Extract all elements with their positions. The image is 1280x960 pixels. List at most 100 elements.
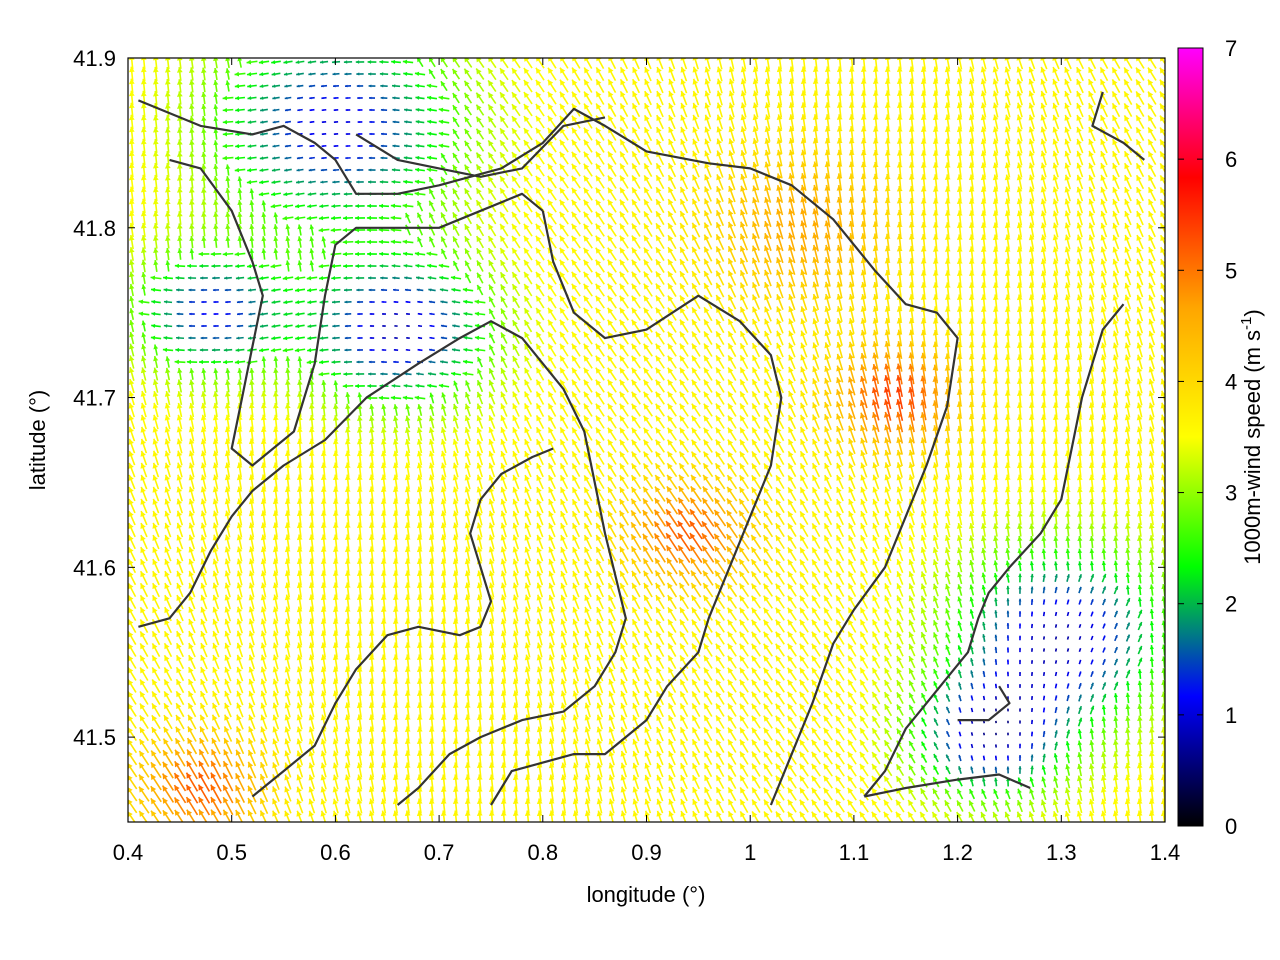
wind-arrow bbox=[1007, 671, 1009, 677]
wind-arrow bbox=[428, 438, 435, 454]
wind-arrow bbox=[1016, 102, 1023, 118]
wind-arrow bbox=[1004, 66, 1011, 82]
wind-arrow bbox=[739, 691, 749, 705]
wind-arrow bbox=[381, 360, 387, 364]
wind-arrow bbox=[259, 96, 269, 100]
wind-arrow bbox=[380, 156, 388, 160]
wind-arrow bbox=[968, 547, 975, 561]
wind-arrow bbox=[1064, 126, 1072, 142]
wind-arrow bbox=[763, 727, 773, 741]
wind-arrow bbox=[1137, 609, 1143, 619]
wind-arrow bbox=[607, 271, 617, 285]
wind-arrow bbox=[667, 246, 677, 262]
wind-arrow bbox=[1040, 58, 1048, 70]
wind-arrow bbox=[273, 236, 279, 248]
wind-arrow bbox=[703, 331, 713, 345]
wind-arrow bbox=[619, 247, 629, 261]
wind-arrow bbox=[970, 657, 974, 667]
wind-arrow bbox=[1148, 727, 1155, 741]
wind-arrow bbox=[751, 667, 761, 681]
wind-arrow bbox=[968, 78, 975, 94]
wind-arrow bbox=[140, 198, 147, 214]
wind-arrow bbox=[440, 427, 447, 441]
wind-arrow bbox=[715, 343, 725, 357]
wind-arrow bbox=[393, 404, 399, 416]
wind-arrow bbox=[368, 96, 376, 100]
wind-arrow bbox=[367, 60, 377, 64]
wind-arrow bbox=[823, 595, 833, 609]
wind-arrow bbox=[416, 224, 424, 236]
wind-arrow bbox=[427, 276, 437, 280]
wind-arrow bbox=[210, 251, 222, 257]
wind-arrow bbox=[344, 312, 352, 316]
wind-arrow bbox=[440, 152, 448, 164]
wind-arrow bbox=[775, 571, 785, 585]
wind-arrow bbox=[860, 66, 867, 82]
wind-arrow bbox=[535, 247, 545, 261]
wind-arrow bbox=[1040, 162, 1047, 178]
wind-arrow bbox=[332, 168, 340, 172]
wind-arrow bbox=[463, 92, 473, 104]
wind-arrow bbox=[1125, 727, 1131, 741]
wind-arrow bbox=[559, 187, 569, 201]
wind-arrow bbox=[726, 582, 738, 598]
wind-arrow bbox=[631, 439, 641, 453]
wind-arrow bbox=[511, 199, 521, 213]
wind-arrow bbox=[1159, 91, 1165, 102]
wind-arrow bbox=[643, 606, 653, 622]
wind-arrow bbox=[282, 347, 294, 353]
wind-arrow bbox=[750, 546, 762, 562]
wind-arrow bbox=[1004, 58, 1011, 70]
wind-arrow bbox=[835, 522, 845, 538]
wind-arrow bbox=[152, 78, 159, 94]
wind-arrow bbox=[512, 355, 520, 369]
wind-arrow bbox=[234, 251, 246, 257]
wind-arrow bbox=[511, 151, 521, 165]
wind-arrow bbox=[1054, 574, 1058, 582]
wind-arrow bbox=[848, 522, 856, 538]
wind-arrow bbox=[511, 115, 521, 129]
wind-arrow bbox=[487, 223, 497, 237]
wind-arrow bbox=[474, 299, 486, 305]
wind-arrow bbox=[476, 272, 484, 284]
wind-arrow bbox=[368, 84, 376, 88]
wind-arrow bbox=[1078, 694, 1082, 702]
wind-arrow bbox=[643, 630, 653, 646]
wind-arrow bbox=[261, 367, 267, 381]
wind-arrow bbox=[859, 715, 869, 729]
wind-arrow bbox=[309, 248, 315, 260]
wind-arrow bbox=[643, 582, 653, 598]
wind-arrow bbox=[933, 644, 939, 656]
wind-arrow bbox=[284, 120, 292, 124]
wind-arrow bbox=[512, 379, 520, 393]
wind-arrow bbox=[200, 336, 208, 340]
wind-arrow bbox=[140, 235, 147, 249]
wind-arrow bbox=[993, 547, 999, 561]
wind-arrow bbox=[752, 149, 759, 167]
wind-arrow bbox=[415, 120, 425, 124]
wind-arrow bbox=[129, 271, 135, 285]
wind-arrow bbox=[1054, 718, 1058, 726]
wind-arrow bbox=[164, 115, 171, 129]
wind-arrow bbox=[1028, 90, 1036, 106]
wind-arrow bbox=[258, 263, 270, 269]
wind-arrow bbox=[1149, 608, 1155, 620]
wind-arrow bbox=[644, 690, 652, 706]
wind-arrow bbox=[607, 367, 617, 381]
wind-arrow bbox=[872, 114, 879, 130]
wind-arrow bbox=[739, 619, 749, 633]
wind-arrow bbox=[332, 312, 340, 316]
wind-arrow bbox=[345, 121, 351, 123]
wind-arrow bbox=[932, 186, 939, 202]
wind-arrow bbox=[1149, 715, 1155, 729]
wind-arrow bbox=[643, 174, 653, 190]
wind-arrow bbox=[1054, 636, 1058, 640]
wind-arrow bbox=[1017, 523, 1023, 537]
wind-arrow bbox=[297, 248, 303, 260]
wind-arrow bbox=[321, 248, 327, 260]
wind-arrow bbox=[727, 679, 737, 693]
wind-arrow bbox=[476, 379, 484, 393]
wind-arrow bbox=[1147, 198, 1157, 214]
wind-arrow bbox=[140, 522, 148, 538]
wind-arrow bbox=[571, 151, 581, 165]
